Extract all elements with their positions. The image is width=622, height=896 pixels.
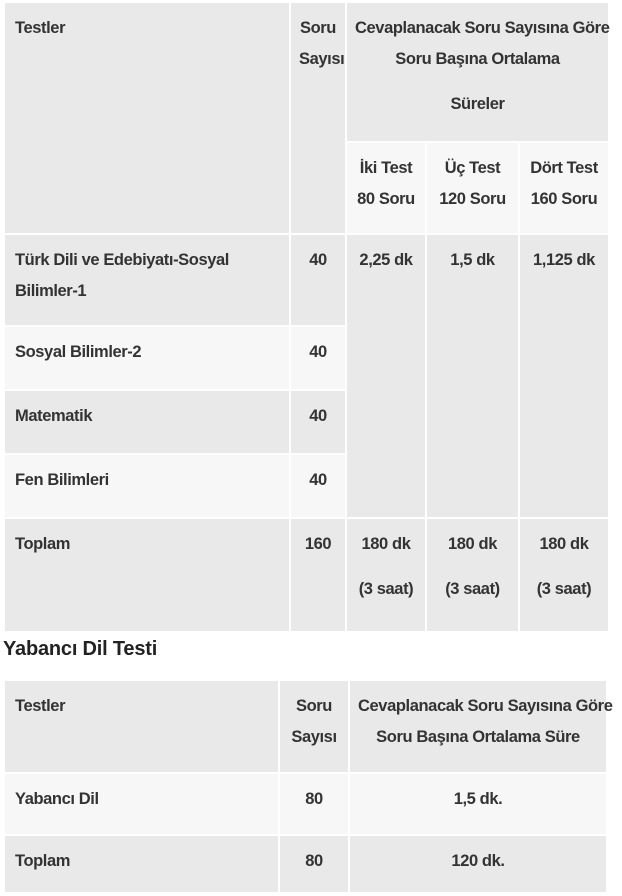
toplam-uc-line2: (3 saat) bbox=[445, 580, 500, 598]
iki-test-line2: 80 Soru bbox=[357, 190, 415, 208]
t2-header-cell-testler: Testler bbox=[5, 681, 278, 772]
toplam-dort-line1: 180 dk bbox=[539, 535, 589, 553]
table-subheader-row: İki Test 80 Soru Üç Test 120 Soru Dört T… bbox=[5, 143, 608, 233]
dort-test-line2: 160 Soru bbox=[530, 190, 598, 208]
cell-time-dort-test: 1,125 dk bbox=[520, 235, 608, 517]
cevaplanacak-line2: Soru Başına Ortalama bbox=[395, 50, 560, 68]
cell-test-name-turk-dili: Türk Dili ve Edebiyatı-Sosyal Bilimler-1 bbox=[5, 235, 289, 325]
header-cell-testler: Testler bbox=[5, 3, 289, 233]
toplam-uc-line1: 180 dk bbox=[448, 535, 497, 553]
t2-cevaplanacak-line2: Soru Başına Ortalama Süre bbox=[376, 728, 580, 746]
t2-header-cell-cevaplanacak: Cevaplanacak Soru Sayısına Göre Soru Baş… bbox=[350, 681, 613, 772]
uc-test-line2: 120 Soru bbox=[439, 190, 506, 208]
t2-soru-sayisi-line2: Sayısı bbox=[291, 728, 337, 746]
toplam-iki-line2: (3 saat) bbox=[358, 580, 414, 598]
t2-soru-sayisi-line1: Soru bbox=[296, 697, 332, 715]
cell-toplam-time-dort: 180 dk (3 saat) bbox=[520, 519, 608, 631]
cell-soru-fen: 40 bbox=[291, 455, 345, 517]
cell-soru-sosyal-2: 40 bbox=[291, 327, 345, 389]
t2-cell-soru-yabanci-dil: 80 bbox=[280, 774, 348, 834]
cell-test-name-matematik: Matematik bbox=[5, 391, 289, 453]
table-row-fen-bilimleri: Fen Bilimleri 40 bbox=[5, 455, 608, 517]
header-soru-sayisi-line1: Soru bbox=[300, 19, 336, 37]
cevaplanacak-line3: Süreler bbox=[450, 95, 505, 113]
t2-cell-test-name-yabanci-dil: Yabancı Dil bbox=[5, 774, 278, 834]
cell-test-name-fen: Fen Bilimleri bbox=[5, 455, 289, 517]
toplam-dort-line2: (3 saat) bbox=[536, 580, 592, 598]
turk-dili-line2: Bilimler-1 bbox=[15, 282, 87, 300]
table-row-matematik: Matematik 40 bbox=[5, 391, 608, 453]
cell-soru-turk-dili: 40 bbox=[291, 235, 345, 325]
t2-cell-toplam-soru: 80 bbox=[280, 836, 348, 892]
toplam-iki-line1: 180 dk bbox=[361, 535, 411, 553]
cell-toplam-label: Toplam bbox=[5, 519, 289, 631]
cell-soru-matematik: 40 bbox=[291, 391, 345, 453]
exam-tests-table: Testler Soru Sayısı Cevaplanacak Soru Sa… bbox=[3, 1, 610, 633]
subheader-cell-uc-test: Üç Test 120 Soru bbox=[427, 143, 518, 233]
table2-header-row: Testler Soru Sayısı Cevaplanacak Soru Sa… bbox=[5, 681, 613, 772]
t2-cevaplanacak-line1: Cevaplanacak Soru Sayısına Göre bbox=[358, 697, 613, 715]
table-row-toplam: Toplam 160 180 dk (3 saat) 180 dk (3 saa… bbox=[5, 519, 608, 631]
dort-test-line1: Dört Test bbox=[530, 159, 598, 177]
uc-test-line1: Üç Test bbox=[444, 159, 501, 177]
t2-header-cell-soru-sayisi: Soru Sayısı bbox=[280, 681, 348, 772]
table-row-sosyal-bilimler-2: Sosyal Bilimler-2 40 bbox=[5, 327, 608, 389]
table-row-turk-dili: Türk Dili ve Edebiyatı-Sosyal Bilimler-1… bbox=[5, 235, 608, 517]
header-cell-soru-sayisi: Soru Sayısı bbox=[291, 3, 345, 233]
header-soru-sayisi-line2: Sayısı bbox=[299, 50, 345, 68]
cell-toplam-time-iki: 180 dk (3 saat) bbox=[347, 519, 425, 631]
table2-row-yabanci-dil: Yabancı Dil 80 1,5 dk. bbox=[5, 774, 606, 834]
subheader-cell-iki-test: İki Test 80 Soru bbox=[347, 143, 425, 233]
t2-cell-sure-yabanci-dil: 1,5 dk. bbox=[350, 774, 606, 834]
t2-cell-toplam-label: Toplam bbox=[5, 836, 278, 892]
table-header-row: Testler Soru Sayısı Cevaplanacak Soru Sa… bbox=[5, 3, 610, 233]
section-heading-yabanci-dil-testi: Yabancı Dil Testi bbox=[3, 638, 158, 660]
cell-time-iki-test: 2,25 dk bbox=[347, 235, 425, 517]
subheader-cell-dort-test: Dört Test 160 Soru bbox=[520, 143, 608, 233]
turk-dili-line1: Türk Dili ve Edebiyatı-Sosyal bbox=[15, 251, 229, 269]
cell-toplam-soru: 160 bbox=[291, 519, 345, 631]
header-cell-cevaplanacak-sureler: Cevaplanacak Soru Sayısına Göre Soru Baş… bbox=[347, 3, 610, 141]
cell-time-uc-test: 1,5 dk bbox=[427, 235, 518, 517]
table2-row-toplam: Toplam 80 120 dk. bbox=[5, 836, 606, 892]
cell-toplam-time-uc: 180 dk (3 saat) bbox=[427, 519, 518, 631]
cell-test-name-sosyal-2: Sosyal Bilimler-2 bbox=[5, 327, 289, 389]
iki-test-line1: İki Test bbox=[359, 159, 413, 177]
foreign-language-table: Testler Soru Sayısı Cevaplanacak Soru Sa… bbox=[3, 679, 613, 894]
t2-cell-toplam-sure: 120 dk. bbox=[350, 836, 606, 892]
cevaplanacak-line1: Cevaplanacak Soru Sayısına Göre bbox=[355, 19, 610, 37]
